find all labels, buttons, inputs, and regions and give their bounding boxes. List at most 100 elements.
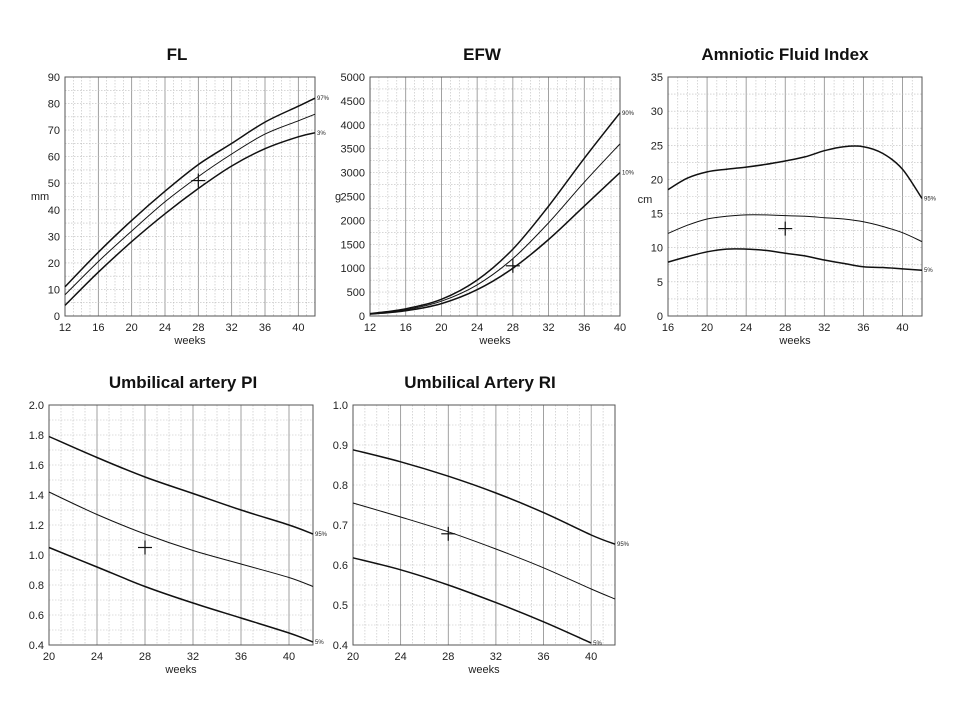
x-tick-label: 20 — [701, 322, 713, 334]
series-line-5pct — [48, 546, 314, 643]
measurement-marker — [778, 221, 793, 236]
series-line-median — [48, 491, 314, 587]
series-label: 97% — [317, 96, 330, 102]
y-tick-label: 0.6 — [333, 560, 348, 572]
y-tick-label: 0.5 — [333, 600, 348, 612]
chart-fl: FL 0 10 20 30 40 50 60 70 80 90 12 16 20 24 28 32 36 40 wee… — [31, 45, 330, 347]
chart-title: Amniotic Fluid Index — [701, 45, 869, 64]
y-tick-label: 10 — [651, 243, 663, 255]
y-tick-label: 0.4 — [333, 640, 348, 652]
chart-title: EFW — [463, 45, 502, 64]
y-tick-label: 1.4 — [29, 490, 44, 502]
measurement-marker — [441, 526, 456, 541]
x-tick-label: 36 — [235, 651, 247, 663]
x-tick-label: 24 — [159, 322, 171, 334]
chart-title: Umbilical Artery RI — [404, 373, 555, 392]
series-label: 95% — [315, 532, 328, 538]
x-tick-label: 32 — [818, 322, 830, 334]
y-tick-label: 90 — [48, 72, 60, 84]
x-tick-label: 32 — [226, 322, 238, 334]
x-tick-label: 32 — [187, 651, 199, 663]
series-label: 3% — [317, 131, 326, 137]
series-line-95pct — [667, 145, 923, 199]
y-tick-label: 0.9 — [333, 440, 348, 452]
y-tick-label: 0 — [359, 311, 365, 323]
y-tick-label: 1500 — [341, 239, 365, 251]
chart-ua-ri: Umbilical Artery RI 0.4 0.5 0.6 0.7 0.8 0.9 1.0… — [333, 373, 630, 676]
y-axis-label: g — [335, 191, 341, 203]
grid — [352, 404, 616, 646]
y-tick-label: 70 — [48, 125, 60, 137]
y-axis-label: mm — [31, 191, 49, 203]
chart-title: Umbilical artery PI — [109, 373, 257, 392]
x-tick-label: 24 — [395, 651, 407, 663]
y-tick-label: 1.6 — [29, 460, 44, 472]
y-axis-label: cm — [638, 194, 653, 206]
x-tick-label: 20 — [435, 322, 447, 334]
x-tick-label: 16 — [662, 322, 674, 334]
y-tick-label: 2500 — [341, 192, 365, 204]
y-tick-label: 1.2 — [29, 520, 44, 532]
x-tick-label: 36 — [578, 322, 590, 334]
y-tick-label: 0 — [54, 311, 60, 323]
series-line-97pct — [64, 97, 316, 288]
x-axis-label: weeks — [478, 335, 511, 347]
x-tick-label: 20 — [347, 651, 359, 663]
measurement-marker — [138, 540, 152, 555]
y-tick-label: 3000 — [341, 168, 365, 180]
y-tick-label: 0.6 — [29, 610, 44, 622]
series-line-5pct — [352, 557, 592, 644]
x-tick-label: 28 — [192, 322, 204, 334]
series-line-3pct — [64, 132, 316, 306]
y-tick-label: 1.0 — [333, 400, 348, 412]
y-tick-label: 20 — [651, 174, 663, 186]
series-label: 5% — [593, 641, 602, 647]
series-line-median — [369, 143, 621, 315]
y-tick-label: 3500 — [341, 144, 365, 156]
grid — [369, 76, 621, 317]
series-label: 5% — [315, 640, 324, 646]
x-tick-label: 24 — [471, 322, 483, 334]
x-tick-label: 36 — [857, 322, 869, 334]
measurement-marker — [505, 258, 520, 273]
y-tick-label: 4500 — [341, 96, 365, 108]
series-label: 5% — [924, 268, 933, 274]
x-tick-label: 40 — [614, 322, 626, 334]
x-tick-label: 24 — [91, 651, 103, 663]
y-tick-label: 15 — [651, 209, 663, 221]
series-line-10pct — [369, 172, 621, 315]
grid — [64, 76, 316, 317]
y-tick-label: 0.7 — [333, 520, 348, 532]
x-tick-label: 32 — [542, 322, 554, 334]
y-tick-label: 0.4 — [29, 640, 44, 652]
x-axis-label: weeks — [778, 335, 811, 347]
x-tick-label: 36 — [537, 651, 549, 663]
x-tick-label: 12 — [59, 322, 71, 334]
grid — [48, 404, 314, 646]
series-label: 90% — [622, 111, 635, 117]
x-axis-label: weeks — [173, 335, 206, 347]
y-tick-label: 30 — [48, 231, 60, 243]
x-axis-label: weeks — [467, 664, 500, 676]
x-tick-label: 28 — [442, 651, 454, 663]
plot-frame — [667, 76, 923, 317]
y-tick-label: 0.8 — [333, 480, 348, 492]
chart-ua-pi: Umbilical artery PI 0.4 0.6 0.8 1.0 1.2 1.4 1.6… — [29, 373, 328, 676]
series-label: 10% — [622, 171, 635, 177]
y-tick-label: 25 — [651, 140, 663, 152]
plot-frame — [352, 404, 616, 646]
x-tick-label: 40 — [896, 322, 908, 334]
x-tick-label: 40 — [585, 651, 597, 663]
series-line-median — [352, 502, 616, 600]
y-tick-label: 30 — [651, 106, 663, 118]
x-axis-label: weeks — [164, 664, 197, 676]
x-tick-label: 28 — [507, 322, 519, 334]
x-tick-label: 40 — [292, 322, 304, 334]
x-tick-label: 36 — [259, 322, 271, 334]
series-label: 95% — [617, 542, 630, 548]
y-tick-label: 80 — [48, 99, 60, 111]
x-tick-label: 20 — [43, 651, 55, 663]
y-tick-label: 4000 — [341, 120, 365, 132]
x-tick-label: 40 — [283, 651, 295, 663]
